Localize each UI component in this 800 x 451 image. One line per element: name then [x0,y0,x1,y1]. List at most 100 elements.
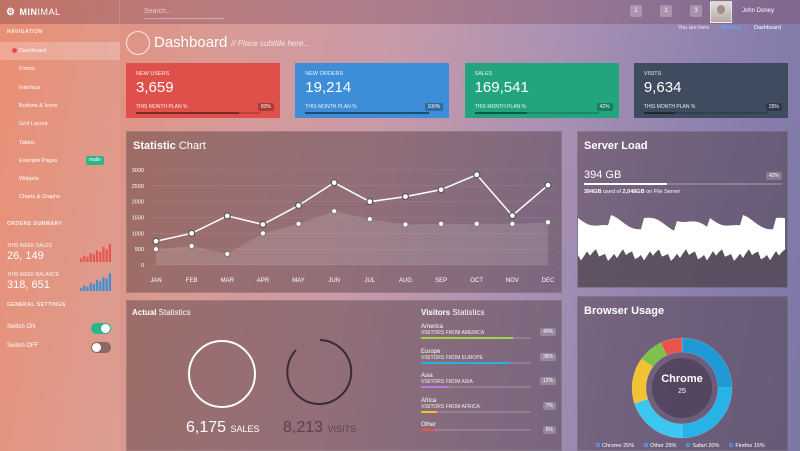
legend-dot-icon [729,443,734,447]
sidebar-item-label: Interface [19,84,41,91]
visitor-pct-badge: 7% [542,401,556,410]
series-1-point[interactable] [437,186,445,194]
week-sales-sparkline [80,244,111,262]
series-2-point[interactable] [544,219,552,226]
series-2-point[interactable] [366,215,373,223]
sidebar-item-label: Grid Layout [19,121,48,128]
series-1-point[interactable] [401,192,410,201]
stat-progress-fill [305,112,430,114]
y-tick-label: 3000 [132,168,144,174]
spark-bar [102,277,105,291]
series-2-point[interactable] [259,230,267,237]
sidebar-item-buttons-icons[interactable]: Buttons & Icons [0,97,120,115]
sales-card[interactable]: SALES 169,541 THIS MONTH PLAN % 42% [464,63,619,118]
search-input[interactable]: Search... [144,5,224,19]
page-subtitle: // Place subtitle here... [231,39,311,48]
donut-slice[interactable] [634,398,683,439]
visits-value: 8,213 [283,419,324,436]
series-2-point[interactable] [473,220,480,227]
sidebar-item-interface[interactable]: Interface [0,79,120,97]
gear-icon: ⚙ [6,6,16,18]
series-1-point[interactable] [294,201,303,210]
sales-stat: 6,175 SALES [186,419,260,437]
spark-bar [108,273,111,291]
browser-donut-chart [631,337,733,439]
legend-pct: 20% [708,443,720,449]
legend-item-firefox: Firefox 15% [729,443,765,449]
series-1-point[interactable] [473,171,481,179]
wave-band [578,215,785,261]
sales-label: SALES [230,424,260,434]
stat-plan-label: THIS MONTH PLAN % [474,104,526,110]
series-1-point[interactable] [223,212,231,220]
sidebar-item-forms[interactable]: Forms [0,60,120,78]
statistic-chart-title-bold: Statistic [133,140,176,152]
series-2-point[interactable] [188,242,195,250]
visitor-region-name: Asia [421,373,433,379]
series-1-point[interactable] [152,237,160,245]
avatar[interactable] [710,1,732,23]
series-2-point[interactable] [331,208,338,215]
donut-slice[interactable] [660,337,683,356]
visitor-region-name: Europe [421,348,441,355]
visitor-pct-badge: 12% [539,377,556,385]
series-2-point[interactable] [509,220,516,227]
series-2-area [156,211,548,265]
switch-on-toggle[interactable] [91,323,111,334]
series-1-point[interactable] [544,181,552,189]
server-load-detail: 394GB used of 2,048GB on File Server [584,189,680,195]
sidebar-item-dashboard[interactable]: Dashboard [0,42,120,60]
sidebar-item-label: Example Pages [19,157,58,164]
username[interactable]: John Doney [742,8,775,14]
x-tick-label: OCT [470,278,483,284]
sidebar-item-tables[interactable]: Tables [0,134,120,152]
statistic-chart-panel [126,131,562,293]
series-1-point[interactable] [188,229,196,237]
donut-slice[interactable] [641,342,668,368]
series-2-point[interactable] [437,220,445,227]
server-used: 394GB [584,189,602,195]
spark-bar [92,254,95,262]
sidebar-item-grid-layout[interactable]: Grid Layout [0,115,120,133]
visitor-progress-fill [421,386,449,388]
actual-stats-bold: Actual [132,308,157,317]
actual-statistics-panel [126,300,562,451]
series-1-point[interactable] [508,211,516,220]
logo[interactable]: ⚙ MIN IMAL [0,0,120,24]
notification-badge[interactable]: 2 [630,5,642,17]
sidebar-item-label: Charts & Graphs [19,194,60,201]
stat-progress-bar [474,112,599,114]
new-orders-card[interactable]: NEW ORDERS 19,214 THIS MONTH PLAN % 100% [295,63,450,118]
visits-card[interactable]: VISITS 9,634 THIS MONTH PLAN % 25% [633,63,788,118]
sidebar-item-charts-graphs[interactable]: Charts & Graphs [0,188,120,206]
series-1-point[interactable] [366,198,374,206]
visitor-pct-badge: 40% [539,328,556,336]
task-badge[interactable]: 3 [690,5,702,17]
toggle-knob [92,343,101,352]
x-tick-label: MAY [292,278,305,284]
sidebar-item-example-pages[interactable]: Example Pages mails [0,152,120,170]
stat-pct-badge: 25% [765,103,782,111]
switch-off-toggle[interactable] [91,342,111,353]
spark-bar [83,285,86,291]
new-users-card[interactable]: NEW USERS 3,659 THIS MONTH PLAN % 83% [126,63,280,118]
series-2-point[interactable] [402,221,409,228]
spark-bar [96,279,99,291]
visitors-statistics-title: Visitors Statistics [421,308,484,317]
legend-dot-icon [596,443,600,447]
series-2-point[interactable] [152,246,160,253]
nav-header: NAVIGATION [7,29,43,35]
sidebar-item-widgets[interactable]: Widgets [0,170,120,188]
breadcrumb-dashboard[interactable]: Dashboard [754,25,781,31]
stat-plan-label: THIS MONTH PLAN % [643,104,696,110]
stat-label: VISITS [643,71,662,77]
visitor-region-sub: VISITORS FROM EUROPE [421,354,483,361]
message-badge[interactable]: 1 [660,5,672,17]
breadcrumb-minimal[interactable]: Minimal [722,25,741,31]
visitor-progress-bar [421,386,531,388]
series-1-point[interactable] [259,220,267,229]
series-2-point[interactable] [224,250,231,258]
series-2-point[interactable] [295,220,302,227]
spark-bar [92,284,95,291]
series-1-point[interactable] [330,179,338,187]
